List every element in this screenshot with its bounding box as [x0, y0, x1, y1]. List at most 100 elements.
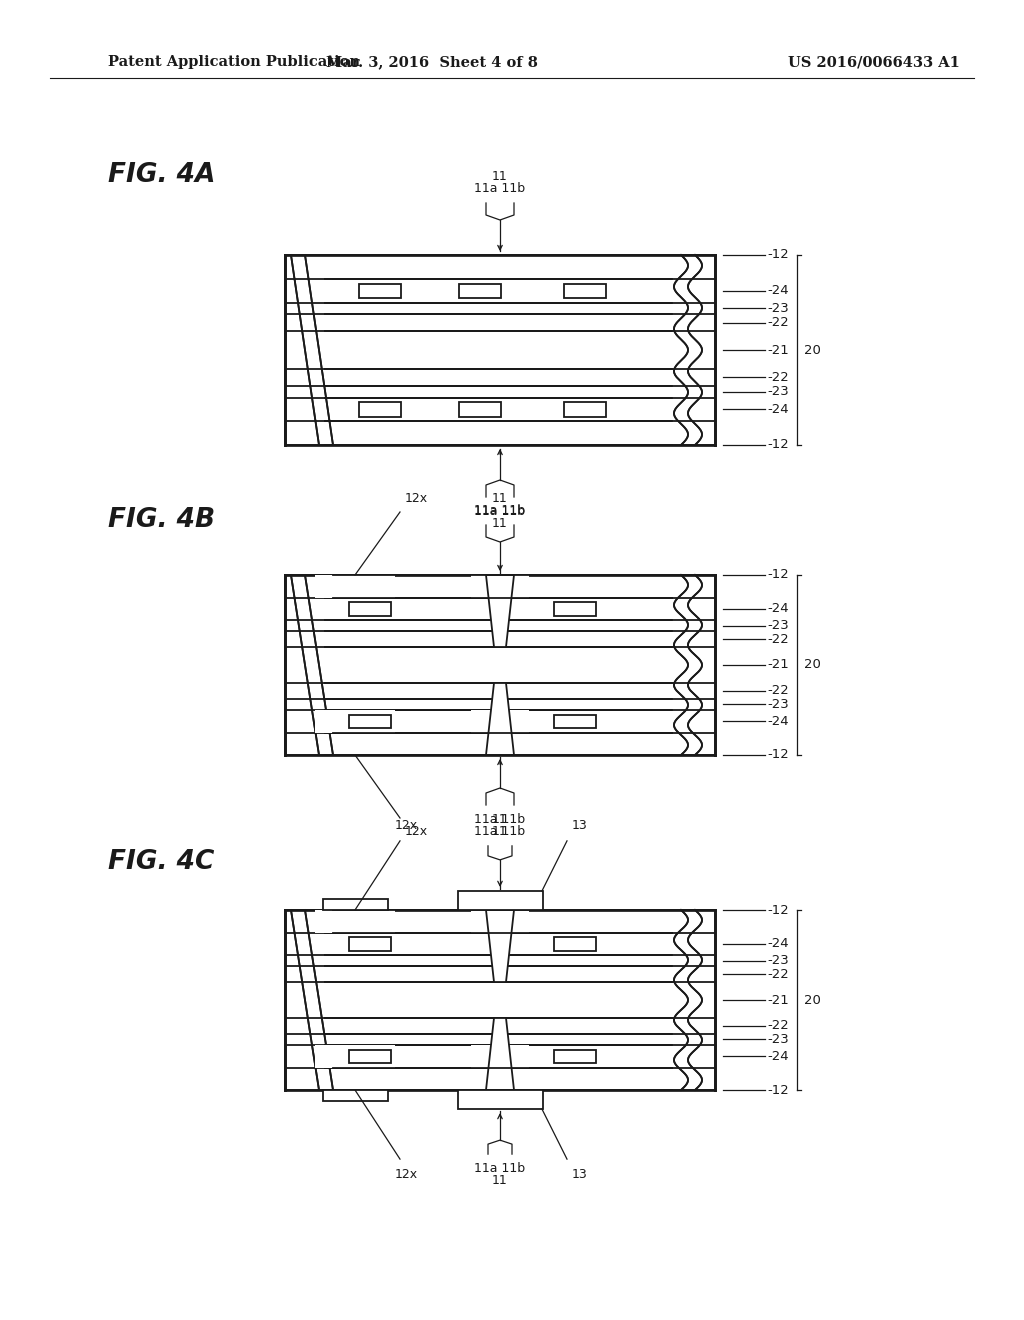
Bar: [285, 1034, 715, 1045]
Text: -12: -12: [767, 248, 788, 261]
Bar: [554, 714, 596, 729]
Bar: [285, 302, 715, 314]
Bar: [285, 302, 715, 314]
Bar: [564, 403, 606, 417]
Text: -23: -23: [767, 619, 788, 632]
Bar: [285, 598, 715, 620]
Bar: [285, 909, 324, 1090]
Bar: [285, 1068, 715, 1090]
Bar: [323, 899, 387, 909]
Bar: [285, 1068, 715, 1090]
Bar: [285, 385, 715, 397]
Bar: [285, 647, 715, 682]
Bar: [285, 966, 715, 982]
Bar: [285, 397, 715, 421]
Bar: [285, 421, 715, 445]
Bar: [285, 370, 715, 385]
Bar: [349, 1049, 391, 1063]
Text: -22: -22: [767, 632, 788, 645]
Bar: [285, 932, 715, 954]
Bar: [285, 620, 715, 631]
Bar: [564, 284, 606, 298]
Bar: [285, 909, 715, 932]
Bar: [315, 1045, 395, 1068]
Bar: [285, 682, 715, 698]
Bar: [359, 284, 401, 298]
Text: -24: -24: [767, 1049, 788, 1063]
Bar: [285, 932, 715, 954]
Text: 11: 11: [493, 813, 508, 826]
Text: -22: -22: [767, 968, 788, 981]
Bar: [458, 1090, 543, 1109]
Text: 11: 11: [493, 825, 508, 838]
Bar: [554, 1049, 596, 1063]
Polygon shape: [486, 576, 514, 647]
Bar: [285, 255, 324, 445]
Bar: [285, 909, 715, 932]
Text: 12x: 12x: [395, 818, 418, 832]
Text: -22: -22: [767, 684, 788, 697]
Text: -24: -24: [767, 284, 788, 297]
Polygon shape: [486, 682, 514, 755]
Bar: [285, 331, 715, 370]
Bar: [285, 710, 715, 733]
Bar: [554, 714, 596, 729]
Bar: [285, 397, 715, 421]
Text: 13: 13: [572, 1168, 588, 1181]
Bar: [285, 1018, 715, 1034]
Polygon shape: [486, 909, 514, 982]
Text: 11: 11: [493, 492, 508, 506]
Bar: [285, 576, 324, 755]
Text: 20: 20: [804, 343, 821, 356]
Text: -22: -22: [767, 1019, 788, 1032]
Bar: [458, 1090, 543, 1109]
Text: -21: -21: [767, 994, 788, 1006]
Text: -22: -22: [767, 371, 788, 384]
Text: 20: 20: [804, 994, 821, 1006]
Bar: [285, 698, 715, 710]
Text: -21: -21: [767, 343, 788, 356]
Bar: [285, 576, 715, 598]
Bar: [471, 710, 529, 733]
Bar: [359, 403, 401, 417]
Text: 12x: 12x: [406, 825, 428, 838]
Bar: [458, 891, 543, 909]
Bar: [471, 576, 529, 598]
Text: -21: -21: [767, 659, 788, 672]
Bar: [285, 279, 715, 302]
Text: -12: -12: [767, 1084, 788, 1097]
Bar: [459, 403, 501, 417]
Bar: [285, 314, 715, 331]
Polygon shape: [486, 1018, 514, 1090]
Bar: [554, 602, 596, 615]
Bar: [554, 937, 596, 950]
Bar: [285, 954, 715, 966]
Bar: [285, 421, 715, 445]
Text: FIG. 4B: FIG. 4B: [108, 507, 215, 533]
Text: -23: -23: [767, 1032, 788, 1045]
Bar: [285, 255, 715, 279]
Bar: [315, 576, 395, 598]
Text: -24: -24: [767, 937, 788, 950]
Bar: [285, 370, 715, 385]
Text: 13: 13: [572, 818, 588, 832]
Bar: [672, 909, 715, 1090]
Text: Patent Application Publication: Patent Application Publication: [108, 55, 360, 69]
Bar: [459, 284, 501, 298]
Bar: [349, 602, 391, 615]
Bar: [323, 1090, 387, 1101]
Bar: [285, 598, 715, 620]
Bar: [285, 631, 715, 647]
Bar: [458, 891, 543, 909]
Bar: [315, 909, 395, 932]
Bar: [359, 284, 401, 298]
Text: 11a 11b: 11a 11b: [474, 813, 525, 826]
Text: -12: -12: [767, 903, 788, 916]
Bar: [349, 1049, 391, 1063]
Bar: [349, 714, 391, 729]
Bar: [285, 279, 715, 302]
Bar: [359, 403, 401, 417]
Text: -23: -23: [767, 698, 788, 711]
Text: 12x: 12x: [406, 492, 428, 506]
Bar: [285, 982, 715, 1018]
